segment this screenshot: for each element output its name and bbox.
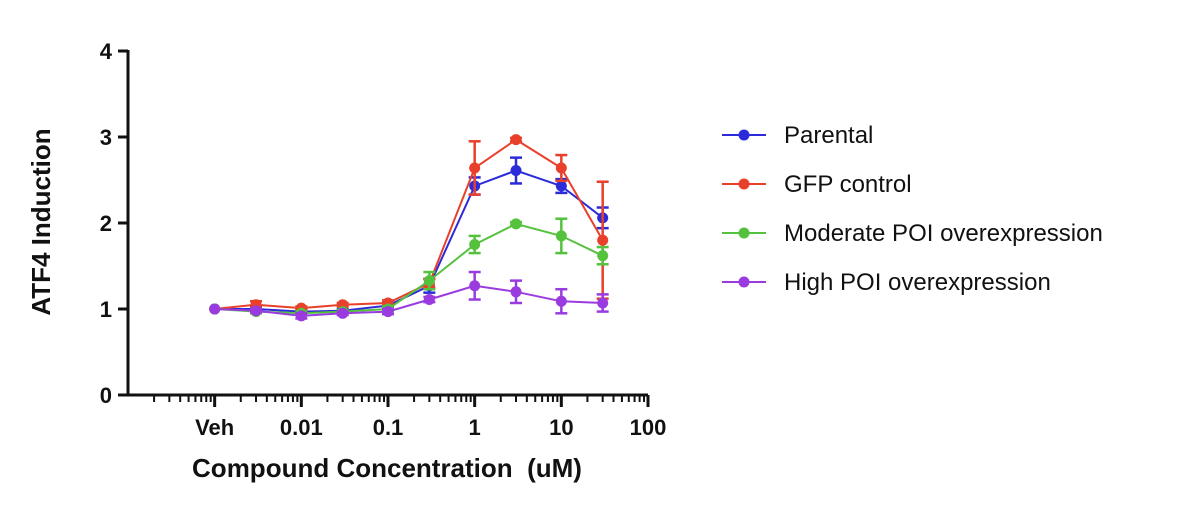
y-tick-label: 1 xyxy=(100,297,112,322)
x-tick-label: 0.01 xyxy=(280,415,323,440)
series-moderate-poi-overexpression xyxy=(209,217,609,319)
legend-marker xyxy=(738,178,750,190)
data-point xyxy=(555,180,567,192)
legend-item: High POI overexpression xyxy=(722,269,1051,296)
legend-item: Parental xyxy=(722,122,873,149)
data-point xyxy=(555,162,567,174)
data-point xyxy=(337,307,349,319)
series-line xyxy=(214,138,604,310)
data-point xyxy=(423,275,435,287)
data-point xyxy=(295,310,307,322)
legend-item: GFP control xyxy=(722,171,912,198)
y-tick-label: 3 xyxy=(100,125,112,150)
data-point xyxy=(597,234,609,246)
data-point xyxy=(555,230,567,242)
y-axis-title: ATF4 Induction xyxy=(26,128,56,315)
data-point xyxy=(469,280,481,292)
series-high-poi-overexpression xyxy=(209,270,609,322)
x-tick-label: 1 xyxy=(469,415,481,440)
data-point xyxy=(250,305,262,317)
data-point xyxy=(209,303,221,315)
legend-marker xyxy=(738,129,750,141)
x-tick-label: 0.1 xyxy=(373,415,404,440)
data-point xyxy=(510,165,522,177)
data-point xyxy=(510,218,522,230)
axes: 0 1 2 3 4 Veh 0.01 0.1 1 10 100 xyxy=(100,39,667,440)
x-axis-title: Compound Concentration (uM) xyxy=(192,453,582,483)
data-point xyxy=(597,297,609,309)
legend-marker xyxy=(738,276,750,288)
series-line xyxy=(214,284,603,317)
data-point xyxy=(469,162,481,174)
legend: Parental GFP control Moderate POI overexpr… xyxy=(722,122,1103,296)
legend-item: Moderate POI overexpression xyxy=(722,220,1103,247)
series-line xyxy=(214,169,604,313)
data-point xyxy=(382,306,394,318)
y-tick-label: 4 xyxy=(100,39,113,64)
series-line xyxy=(214,222,604,315)
data-point xyxy=(510,134,522,146)
legend-label: Parental xyxy=(784,122,873,149)
data-point xyxy=(423,294,435,306)
x-tick-label: Veh xyxy=(195,415,234,440)
legend-marker xyxy=(738,227,750,239)
series-gfp-control xyxy=(209,134,609,315)
legend-label: GFP control xyxy=(784,171,912,198)
y-tick-label: 2 xyxy=(100,211,112,236)
legend-label: High POI overexpression xyxy=(784,269,1051,296)
x-tick-label: 10 xyxy=(549,415,573,440)
legend-label: Moderate POI overexpression xyxy=(784,220,1103,247)
data-point xyxy=(469,239,481,250)
data-point xyxy=(555,295,567,307)
data-point xyxy=(510,286,522,298)
data-point xyxy=(597,250,609,262)
y-tick-label: 0 xyxy=(100,383,112,408)
data-series xyxy=(209,134,609,322)
x-tick-label: 100 xyxy=(630,415,667,440)
